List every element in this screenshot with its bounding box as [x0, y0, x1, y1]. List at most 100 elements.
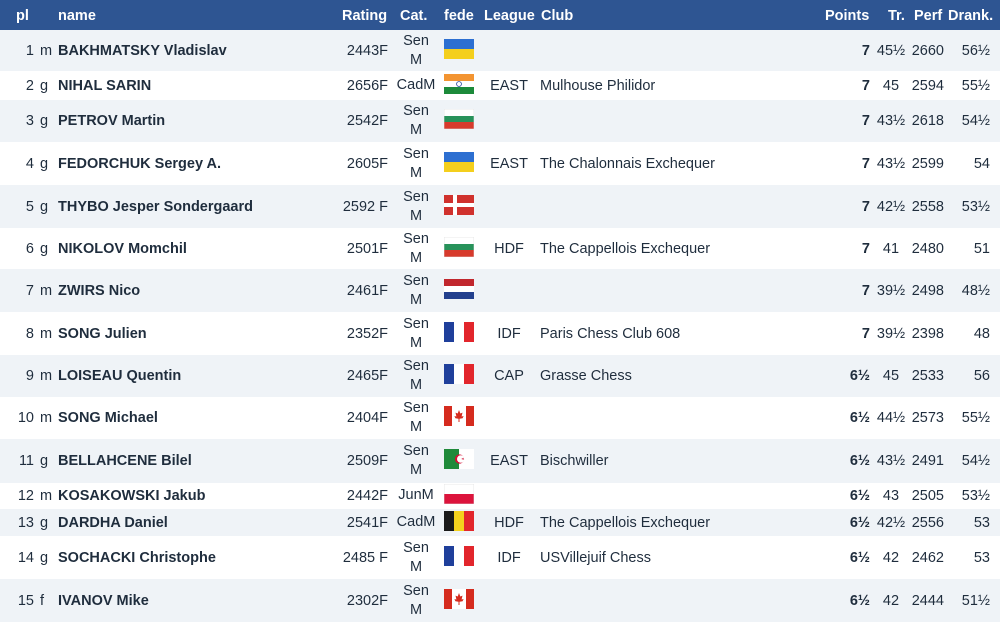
col-header-pl[interactable]: pl: [16, 8, 29, 24]
table-row[interactable]: 14 g SOCHACKI Christophe 2485 F Sen M IDF USVil…: [0, 536, 1000, 579]
table-row[interactable]: 9 m LOISEAU Quentin 2465F Sen M CAP Grasse Ches…: [0, 355, 1000, 397]
category-line: Sen: [403, 231, 429, 247]
col-header-fede[interactable]: fede: [444, 8, 474, 24]
category-cell: Sen M: [394, 357, 438, 395]
drank-cell: 55½: [961, 78, 990, 94]
points-cell: 6½: [849, 368, 870, 384]
title-cell: f: [40, 593, 45, 609]
category-line: JunM: [398, 487, 434, 503]
table-row[interactable]: 11 g BELLAHCENE Bilel 2509F Sen M EAST Bischwil…: [0, 439, 1000, 483]
col-header-rating[interactable]: Rating: [342, 8, 388, 24]
table-row[interactable]: 8 m SONG Julien 2352F Sen M IDF Paris Chess Clu…: [0, 312, 1000, 355]
tiebreak-cell: 42½: [876, 199, 906, 215]
player-name-link[interactable]: DARDHA Daniel: [58, 515, 168, 531]
category-cell: JunM: [394, 486, 438, 505]
tiebreak-cell: 42½: [876, 515, 906, 531]
rating-cell: 2485 F: [342, 550, 388, 566]
player-name-link[interactable]: SONG Julien: [58, 326, 147, 342]
table-row[interactable]: 5 g THYBO Jesper Sondergaard 2592 F Sen M 7 42½…: [0, 185, 1000, 228]
col-header-cat[interactable]: Cat.: [400, 8, 428, 24]
col-header-league[interactable]: League: [484, 8, 535, 24]
rank-cell: 9: [25, 368, 34, 384]
player-name-link[interactable]: NIKOLOV Momchil: [58, 241, 187, 257]
table-row[interactable]: 7 m ZWIRS Nico 2461F Sen M 7 39½ 2498 48½: [0, 269, 1000, 312]
drank-cell: 53: [973, 550, 990, 566]
title-cell: g: [40, 78, 49, 94]
league-cell: CAP: [494, 368, 524, 384]
category-line: M: [409, 602, 423, 618]
drank-cell: 51½: [961, 593, 990, 609]
tiebreak-cell: 45: [882, 78, 900, 94]
category-line: M: [409, 208, 423, 224]
player-name-link[interactable]: BAKHMATSKY Vladislav: [58, 43, 227, 59]
category-line: M: [409, 377, 423, 393]
title-cell: m: [40, 368, 53, 384]
table-row[interactable]: 15 f IVANOV Mike 2302F Sen M 6½ 42 2444 51½: [0, 579, 1000, 622]
category-line: M: [409, 122, 423, 138]
league-cell: IDF: [497, 326, 521, 342]
title-cell: m: [40, 488, 53, 504]
drank-cell: 48½: [961, 283, 990, 299]
drank-cell: 54: [973, 156, 990, 172]
league-cell: HDF: [494, 241, 524, 257]
category-line: Sen: [403, 316, 429, 332]
rating-cell: 2352F: [346, 326, 388, 342]
performance-cell: 2491: [911, 453, 944, 469]
player-name-link[interactable]: ZWIRS Nico: [58, 283, 141, 299]
rank-cell: 13: [17, 515, 34, 531]
col-header-points[interactable]: Points: [825, 8, 870, 24]
points-cell: 7: [861, 113, 870, 129]
club-cell: The Cappellois Exchequer: [540, 241, 711, 257]
category-line: M: [409, 292, 423, 308]
table-row[interactable]: 10 m SONG Michael 2404F Sen M 6½ 44½ 2573 55½: [0, 397, 1000, 439]
canada-flag-icon: [444, 589, 474, 609]
title-cell: g: [40, 156, 49, 172]
player-name-link[interactable]: BELLAHCENE Bilel: [58, 453, 192, 469]
ukraine-flag-icon: [444, 39, 474, 59]
rank-cell: 6: [25, 241, 34, 257]
points-cell: 6½: [849, 488, 870, 504]
title-cell: g: [40, 453, 49, 469]
col-header-name[interactable]: name: [58, 8, 96, 24]
table-row[interactable]: 6 g NIKOLOV Momchil 2501F Sen M HDF The Cappell…: [0, 228, 1000, 269]
player-name-link[interactable]: SONG Michael: [58, 410, 158, 426]
bulgaria-flag-icon: [444, 109, 474, 129]
title-cell: m: [40, 43, 53, 59]
poland-flag-icon: [444, 484, 474, 504]
player-name-link[interactable]: LOISEAU Quentin: [58, 368, 182, 384]
col-header-tr[interactable]: Tr.: [888, 8, 905, 24]
rating-cell: 2592 F: [342, 199, 388, 215]
player-name-link[interactable]: THYBO Jesper Sondergaard: [58, 199, 253, 215]
player-name-link[interactable]: FEDORCHUK Sergey A.: [58, 156, 222, 172]
belgium-flag-icon: [444, 511, 474, 531]
category-line: M: [409, 52, 423, 68]
player-name-link[interactable]: SOCHACKI Christophe: [58, 550, 216, 566]
table-row[interactable]: 1 m BAKHMATSKY Vladislav 2443F Sen M 7 45½ 2660 5…: [0, 30, 1000, 71]
tiebreak-cell: 44½: [876, 410, 906, 426]
col-header-drank[interactable]: Drank.: [948, 8, 994, 24]
club-cell: The Chalonnais Exchequer: [540, 156, 715, 172]
category-cell: Sen M: [394, 539, 438, 577]
performance-cell: 2599: [911, 156, 944, 172]
table-row[interactable]: 3 g PETROV Martin 2542F Sen M 7 43½ 2618 54½: [0, 100, 1000, 142]
performance-cell: 2556: [911, 515, 944, 531]
points-cell: 7: [861, 199, 870, 215]
col-header-perf[interactable]: Perf: [914, 8, 943, 24]
rank-cell: 3: [25, 113, 34, 129]
table-row[interactable]: 2 g NIHAL SARIN 2656F CadM EAST Mulhouse Phili…: [0, 71, 1000, 100]
category-cell: Sen M: [394, 32, 438, 70]
table-row[interactable]: 12 m KOSAKOWSKI Jakub 2442F JunM 6½ 43 2505 53½: [0, 483, 1000, 509]
player-name-link[interactable]: PETROV Martin: [58, 113, 166, 129]
player-name-link[interactable]: IVANOV Mike: [58, 593, 149, 609]
tiebreak-cell: 43½: [876, 453, 906, 469]
rank-cell: 15: [17, 593, 34, 609]
col-header-club[interactable]: Club: [541, 8, 574, 24]
table-row[interactable]: 4 g FEDORCHUK Sergey A. 2605F Sen M EAST The Ch…: [0, 142, 1000, 185]
performance-cell: 2398: [911, 326, 944, 342]
table-row[interactable]: 13 g DARDHA Daniel 2541F CadM HDF The Cappello…: [0, 509, 1000, 536]
player-name-link[interactable]: NIHAL SARIN: [58, 78, 152, 94]
category-cell: Sen M: [394, 315, 438, 353]
category-cell: Sen M: [394, 272, 438, 310]
player-name-link[interactable]: KOSAKOWSKI Jakub: [58, 488, 206, 504]
rating-cell: 2541F: [346, 515, 388, 531]
